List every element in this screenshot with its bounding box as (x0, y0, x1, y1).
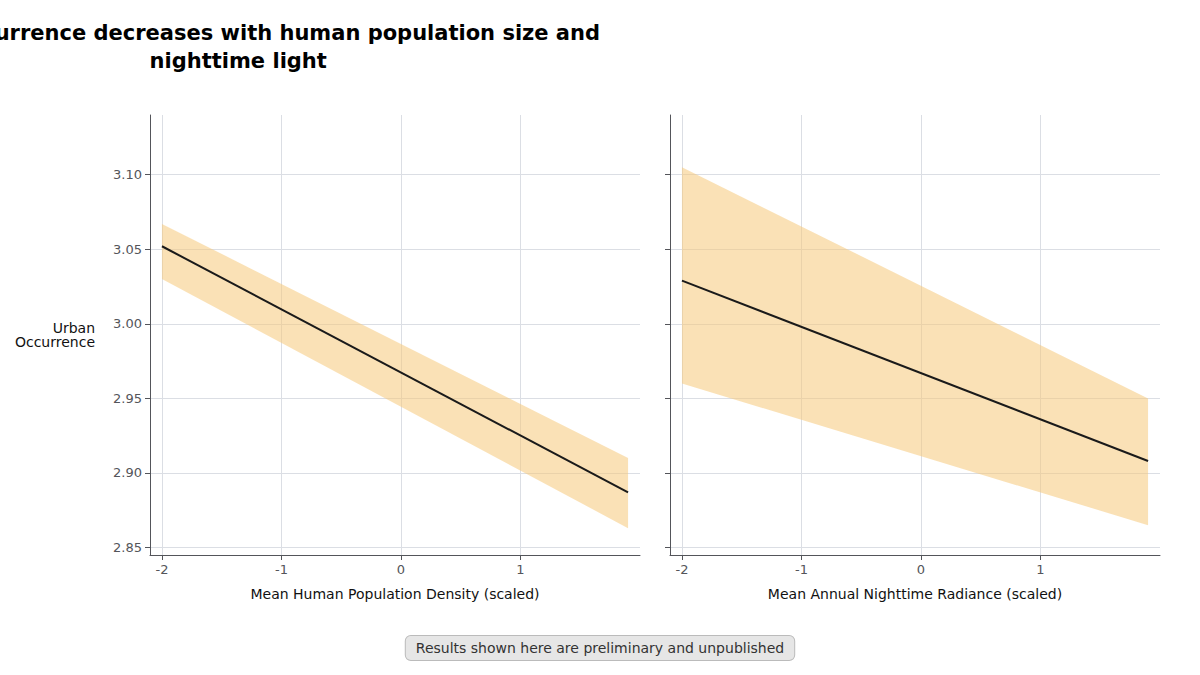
svg-text:Occurrence: Occurrence (15, 334, 95, 350)
svg-text:2.95: 2.95 (113, 391, 142, 406)
svg-text:Mean Annual Nighttime Radiance: Mean Annual Nighttime Radiance (scaled) (768, 586, 1062, 602)
svg-text:Mean Human Population Density: Mean Human Population Density (scaled) (250, 586, 539, 602)
svg-text:-2: -2 (675, 562, 688, 577)
svg-text:-2: -2 (155, 562, 168, 577)
svg-text:3.10: 3.10 (113, 167, 142, 182)
svg-text:0: 0 (917, 562, 925, 577)
svg-text:1: 1 (1036, 562, 1044, 577)
svg-text:2.90: 2.90 (113, 465, 142, 480)
svg-text:Urban: Urban (52, 320, 95, 336)
svg-text:3.05: 3.05 (113, 242, 142, 257)
svg-text:3.00: 3.00 (113, 316, 142, 331)
svg-text:0: 0 (397, 562, 405, 577)
svg-text:1: 1 (516, 562, 524, 577)
svg-text:Results shown here are prelimi: Results shown here are preliminary and u… (416, 640, 784, 656)
svg-text:2.85: 2.85 (113, 540, 142, 555)
svg-text:nighttime light: nighttime light (150, 49, 327, 73)
svg-text:-1: -1 (795, 562, 808, 577)
svg-text:Urban occurrence decreases wit: Urban occurrence decreases with human po… (0, 21, 600, 45)
svg-text:-1: -1 (275, 562, 288, 577)
